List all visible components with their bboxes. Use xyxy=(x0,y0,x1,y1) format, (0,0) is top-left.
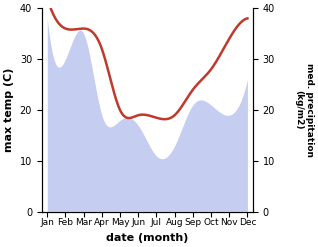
Y-axis label: max temp (C): max temp (C) xyxy=(4,68,14,152)
Y-axis label: med. precipitation
(kg/m2): med. precipitation (kg/m2) xyxy=(294,63,314,157)
X-axis label: date (month): date (month) xyxy=(106,233,189,243)
